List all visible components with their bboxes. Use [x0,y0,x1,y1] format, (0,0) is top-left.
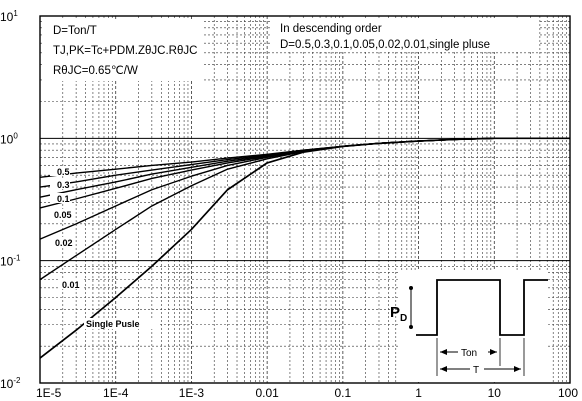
annotation-left-line-2: TJ,PK=Tc+PDM.ZθJC.RθJC [53,45,197,57]
curve-label-0-02: 0.02 [55,238,73,248]
curve-label-0-5: 0.5 [57,167,70,177]
series-line-6 [39,137,570,359]
x-tick-label: 1E-3 [179,386,205,400]
annotation-right-line-1: In descending order [280,23,382,35]
ton-label-bg [458,345,488,358]
curve-label-bg [50,179,70,189]
pulse-diagram: PD Ton T [390,270,548,382]
annotation-left-bg [43,19,203,81]
x-tick-label: 1E-5 [36,386,62,400]
pd-label: PD [390,304,407,324]
t-label-bg [470,362,484,375]
t-arrowhead-left [440,366,447,372]
x-tick-label: 1 [415,386,422,400]
x-tick-label: 0.01 [255,386,279,400]
series-line-5 [39,137,570,281]
x-tick-label: 10 [488,386,502,400]
annotation-right-line-2: D=0.5,0.3,0.1,0.05,0.02,0.01,single plus… [280,39,490,51]
curve-label-bg [50,166,70,176]
pd-arrow-end [409,286,413,290]
x-tick-label: 1E-4 [103,386,129,400]
t-label: T [473,365,479,376]
y-tick-label: 10-2 [0,376,21,391]
curve-label-bg [84,318,158,329]
annotation-left-line-3: RθJC=0.65℃/W [53,65,138,77]
curve-label-0-01: 0.01 [62,280,80,290]
series-line-3 [39,137,570,209]
ton-label: Ton [461,348,477,359]
series-group [39,137,570,359]
x-tick-label: 100 [558,386,578,400]
series-line-2 [39,137,570,198]
curve-label-0-3: 0.3 [57,180,70,190]
ton-arrowhead-left [440,349,447,355]
curve-label-bg [60,279,82,289]
curve-label-single-pulse: Single Pusle [86,319,140,329]
curve-label-0-05: 0.05 [54,210,72,220]
annotation-left-line-1: D=Ton/T [53,25,97,37]
curve-label-0-1: 0.1 [57,194,70,204]
decade-lines [40,137,570,262]
pd-arrow-end [409,325,413,329]
series-line-1 [39,137,570,188]
y-tick-label: 100 [0,131,18,146]
annotation-right-bg [270,18,538,52]
plot-frame [39,15,571,384]
y-tick-label: 101 [0,9,18,24]
t-arrowhead-right [514,366,521,372]
y-tick-label: 10-1 [0,254,21,269]
x-tick-label: 0.1 [335,386,352,400]
ton-arrowhead-right [490,349,497,355]
curve-label-bg [50,209,72,219]
curve-label-bg [50,193,70,203]
tick-labels: 1E-5 1E-4 1E-3 0.01 0.1 1 10 100 101 100 10-1 10-2 [0,9,578,400]
curve-label-bg [50,237,72,247]
pulse-waveform [416,279,548,336]
